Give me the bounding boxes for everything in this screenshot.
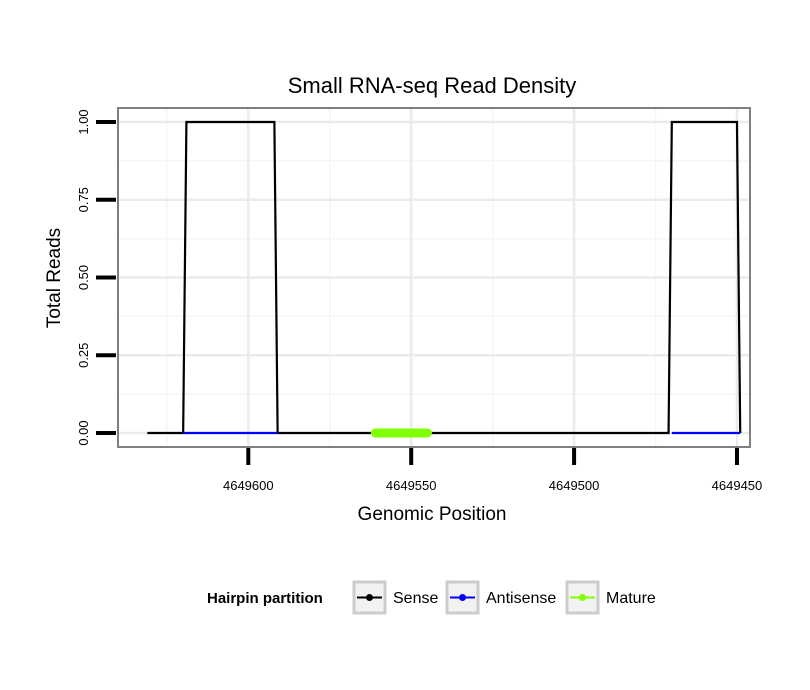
- x-tick-label: 4649500: [549, 478, 600, 493]
- legend-item-sense: Sense: [352, 580, 438, 615]
- grid-lines: [118, 108, 750, 447]
- legend-title: Hairpin partition: [207, 590, 323, 607]
- y-axis: 0.00 0.25 0.50 0.75 1.00: [76, 109, 116, 446]
- legend-key-point: [366, 594, 373, 601]
- legend-key-point: [579, 594, 586, 601]
- chart-title: Small RNA-seq Read Density: [288, 73, 577, 98]
- legend-label: Sense: [393, 590, 438, 607]
- y-tick-label: 0.00: [76, 420, 91, 445]
- series-layer: [147, 120, 742, 438]
- y-tick-label: 1.00: [76, 109, 91, 134]
- y-tick-label: 0.75: [76, 187, 91, 212]
- legend-label: Antisense: [486, 590, 556, 607]
- legend-key-point: [459, 594, 466, 601]
- y-tick-label: 0.25: [76, 343, 91, 368]
- x-axis-title: Genomic Position: [358, 504, 507, 525]
- x-tick-label: 4649600: [223, 478, 274, 493]
- legend-label: Mature: [606, 590, 656, 607]
- legend-item-mature: Mature: [565, 580, 656, 615]
- x-tick-label: 4649450: [712, 478, 763, 493]
- x-tick-label: 4649550: [386, 478, 437, 493]
- y-axis-title: Total Reads: [44, 228, 65, 328]
- legend: Hairpin partition Sense Antisense Mature: [207, 580, 656, 615]
- x-axis: 4649600 4649550 4649500 4649450: [223, 448, 762, 493]
- legend-item-antisense: Antisense: [445, 580, 556, 615]
- plot-border: [117, 107, 751, 448]
- y-tick-label: 0.50: [76, 265, 91, 290]
